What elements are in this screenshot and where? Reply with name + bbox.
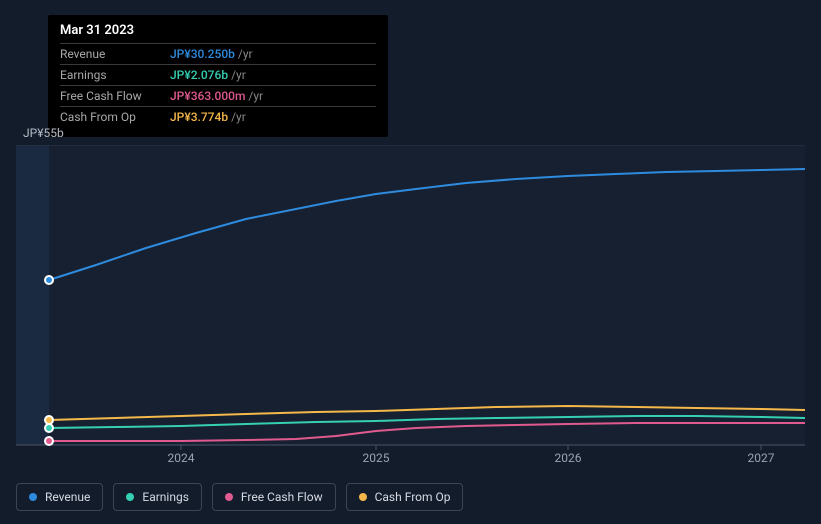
x-axis-tick: 2026	[555, 451, 582, 465]
tooltip-metric-value: JP¥30.250b/yr	[170, 44, 376, 65]
tooltip-row: RevenueJP¥30.250b/yr	[60, 44, 376, 65]
legend-swatch	[29, 493, 37, 501]
x-axis-tick: 2024	[168, 451, 195, 465]
forecast-region	[49, 145, 805, 445]
legend-item-free-cash-flow[interactable]: Free Cash Flow	[212, 483, 336, 511]
tooltip-metric-label: Revenue	[60, 44, 170, 65]
tooltip-date: Mar 31 2023	[60, 23, 376, 43]
legend-label: Free Cash Flow	[241, 490, 323, 504]
series-marker-cash-from-op	[46, 417, 52, 423]
legend-item-earnings[interactable]: Earnings	[113, 483, 202, 511]
legend-item-cash-from-op[interactable]: Cash From Op	[346, 483, 464, 511]
tooltip-metric-value: JP¥2.076b/yr	[170, 65, 376, 86]
legend-swatch	[225, 493, 233, 501]
past-region	[16, 145, 49, 445]
tooltip-metric-label: Cash From Op	[60, 107, 170, 128]
tooltip-metric-value: JP¥363.000m/yr	[170, 86, 376, 107]
line-chart	[16, 145, 805, 467]
tooltip-table: RevenueJP¥30.250b/yrEarningsJP¥2.076b/yr…	[60, 43, 376, 127]
series-marker-free-cash-flow	[46, 438, 52, 444]
tooltip-metric-label: Free Cash Flow	[60, 86, 170, 107]
tooltip-metric-value: JP¥3.774b/yr	[170, 107, 376, 128]
series-marker-earnings	[46, 425, 52, 431]
tooltip-row: Free Cash FlowJP¥363.000m/yr	[60, 86, 376, 107]
y-axis-top-label: JP¥55b	[23, 126, 64, 140]
legend-item-revenue[interactable]: Revenue	[16, 483, 103, 511]
tooltip-row: EarningsJP¥2.076b/yr	[60, 65, 376, 86]
legend-label: Earnings	[142, 490, 189, 504]
x-axis-tick: 2025	[363, 451, 390, 465]
chart-legend: Revenue Earnings Free Cash Flow Cash From O…	[16, 483, 463, 511]
chart-tooltip: Mar 31 2023 RevenueJP¥30.250b/yrEarnings…	[48, 15, 388, 137]
tooltip-row: Cash From OpJP¥3.774b/yr	[60, 107, 376, 128]
legend-label: Cash From Op	[375, 490, 451, 504]
tooltip-metric-label: Earnings	[60, 65, 170, 86]
series-marker-revenue	[46, 277, 52, 283]
x-axis-tick: 2027	[748, 451, 775, 465]
legend-swatch	[359, 493, 367, 501]
legend-swatch	[126, 493, 134, 501]
legend-label: Revenue	[45, 490, 90, 504]
